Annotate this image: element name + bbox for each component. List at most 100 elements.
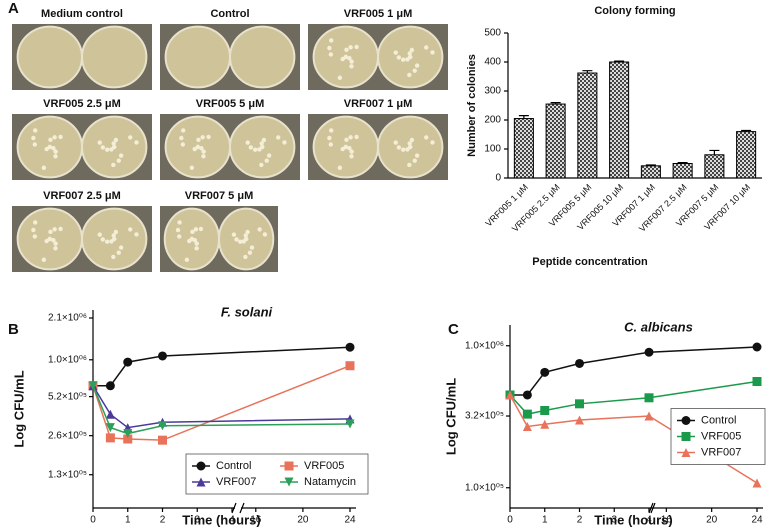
marker	[345, 342, 355, 352]
colony	[260, 144, 265, 150]
chart-title: Colony forming	[594, 5, 675, 17]
colony	[264, 158, 269, 163]
colony	[192, 146, 197, 152]
y-tick-label: 1.3×10⁰⁵	[48, 469, 87, 480]
x-tick-label: 3	[194, 515, 200, 526]
photo-label: VRF005 2.5 μM	[43, 98, 121, 110]
legend-label: VRF005	[304, 460, 344, 472]
marker	[752, 478, 762, 488]
colony	[328, 142, 334, 147]
photo-label: VRF005 5 μM	[196, 98, 264, 110]
x-axis-label: Time (hours)	[182, 512, 261, 527]
x-tick-label: 4	[229, 515, 235, 526]
error-bar	[741, 129, 752, 132]
colony	[262, 232, 268, 237]
colony	[430, 50, 435, 55]
colony	[282, 140, 287, 145]
colony	[47, 236, 52, 242]
colony	[116, 158, 121, 163]
colony	[238, 239, 243, 244]
colony	[276, 135, 281, 140]
y-axis-label: Log CFU/mL	[443, 378, 458, 455]
marker	[123, 429, 133, 439]
colony	[328, 52, 334, 57]
x-tick-label: 24	[751, 515, 763, 526]
colony	[97, 232, 102, 237]
series-line	[92, 365, 351, 441]
colony	[116, 250, 121, 255]
photo-label: VRF005 1 μM	[344, 8, 412, 20]
legend-box	[185, 453, 369, 495]
marker	[644, 411, 654, 421]
chart-title: F. solani	[221, 304, 273, 319]
colony	[52, 135, 57, 140]
colony	[396, 145, 402, 150]
x-tick-label: 20	[297, 515, 309, 526]
legend-label: VRF005	[701, 430, 741, 442]
marker	[644, 393, 654, 403]
colony	[408, 144, 413, 150]
x-axis-label: Time (hours)	[594, 512, 673, 527]
colony	[111, 162, 116, 168]
colony	[199, 146, 204, 151]
marker	[752, 377, 762, 387]
y-tick-label: 1.0×10⁰⁵	[465, 482, 504, 493]
colony	[247, 250, 253, 255]
colony	[33, 128, 38, 133]
marker	[158, 351, 167, 361]
x-tick-label: 2	[160, 515, 166, 526]
colony	[414, 153, 420, 158]
marker	[540, 367, 550, 377]
colony	[206, 134, 211, 140]
colony	[349, 154, 354, 159]
x-tick-label: 0	[90, 515, 96, 526]
colony	[41, 165, 47, 170]
colony	[343, 144, 348, 150]
bar	[736, 131, 757, 179]
error-bar	[709, 149, 720, 155]
colony	[31, 227, 36, 233]
colony	[407, 72, 412, 78]
marker	[158, 435, 167, 445]
marker	[88, 381, 98, 391]
marker	[196, 461, 206, 471]
colony	[424, 135, 429, 140]
x-tick-label: 1	[542, 515, 548, 526]
series-line	[93, 346, 351, 387]
colony	[118, 245, 124, 250]
x-tick-label: 24	[344, 515, 356, 526]
colony	[344, 137, 349, 143]
colony	[201, 154, 206, 159]
bar	[609, 61, 630, 179]
colony	[407, 141, 412, 146]
colony	[180, 142, 186, 147]
colony	[347, 146, 352, 151]
y-axis-label: Log CFU/mL	[11, 370, 26, 447]
x-tick-label: 1	[125, 515, 131, 526]
marker	[284, 461, 294, 471]
colony	[100, 237, 106, 242]
colony	[187, 238, 192, 244]
colony	[194, 246, 199, 251]
colony	[181, 128, 186, 133]
petri-dish	[16, 25, 83, 89]
petri-dish	[229, 25, 296, 89]
colony	[128, 135, 133, 140]
marker	[752, 342, 762, 352]
marker	[522, 390, 532, 400]
marker	[522, 409, 532, 419]
colony	[348, 45, 353, 50]
colony	[337, 165, 343, 170]
colony	[327, 135, 332, 141]
colony	[407, 162, 412, 168]
colony	[249, 245, 255, 250]
marker	[681, 432, 691, 441]
colony	[179, 135, 184, 141]
error-bar	[518, 115, 529, 119]
colony	[407, 51, 412, 56]
marker	[644, 347, 654, 357]
colony	[51, 238, 56, 243]
colony	[259, 141, 264, 146]
legend-label: Control	[701, 414, 736, 426]
